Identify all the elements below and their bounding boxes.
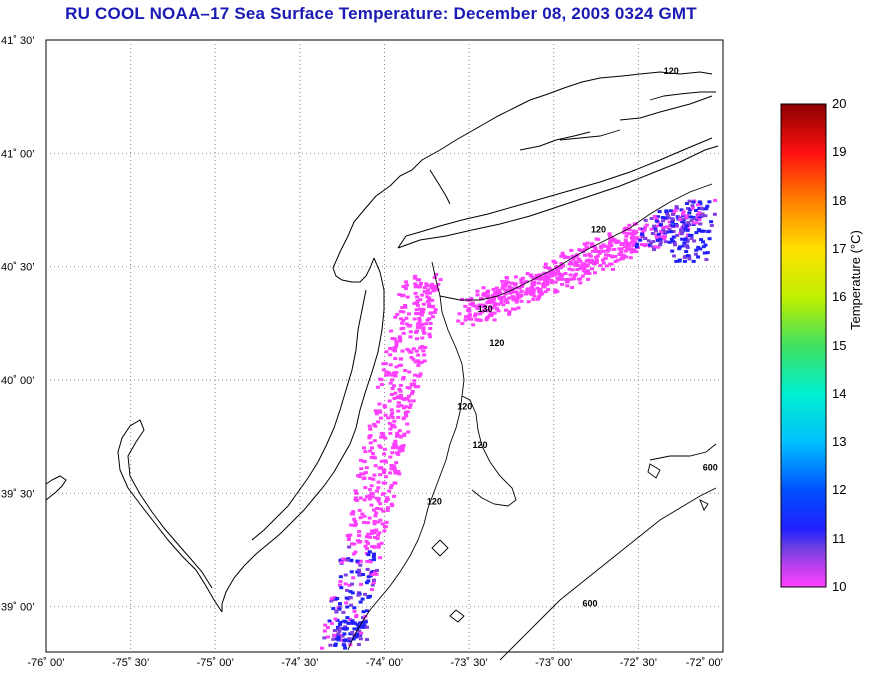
isobaths	[347, 91, 717, 661]
lon-label: -73˚ 00’	[535, 657, 572, 669]
colorbar-tick-label: 13	[832, 434, 847, 450]
lon-label: -73˚ 30’	[450, 657, 487, 669]
sst-pixels	[320, 198, 718, 650]
lat-label: 40˚ 30’	[1, 262, 35, 274]
plot-frame	[45, 39, 724, 653]
map-title: RU COOL NOAA–17 Sea Surface Temperature:…	[65, 4, 697, 23]
colorbar-title: Temperature (°C)	[848, 230, 863, 330]
lon-label: -72˚ 30’	[620, 657, 657, 669]
isobath-label: 120	[457, 401, 472, 411]
colorbar-tick-label: 19	[832, 144, 847, 160]
isobath-label: 120	[591, 225, 606, 235]
lon-labels: -76˚ 00’ -75˚ 30’ -75˚ 00’ -74˚ 30’ -74˚ 00’…	[27, 657, 723, 669]
lat-label: 40˚ 00’	[1, 375, 35, 387]
isobath-label: 600	[703, 463, 718, 473]
coastline	[45, 71, 719, 613]
colorbar-tick-label: 16	[832, 289, 847, 305]
lon-label: -72˚ 00’	[686, 657, 723, 669]
colorbar-tick-label: 15	[832, 337, 847, 353]
lat-label: 39˚ 30’	[1, 488, 35, 500]
colorbar-tick-label: 17	[832, 240, 847, 256]
lon-label: -76˚ 00’	[27, 657, 64, 669]
colorbar-tick-label: 14	[832, 385, 847, 401]
lat-labels: 41˚ 30’ 41˚ 00’ 40˚ 30’ 40˚ 00’ 39˚ 30’ 39˚ 0…	[1, 35, 35, 614]
colorbar-tick-label: 20	[832, 96, 847, 111]
lon-label: -74˚ 30’	[281, 657, 318, 669]
isobath-label: 120	[664, 66, 679, 76]
lon-label: -75˚ 30’	[112, 657, 149, 669]
lon-label: -75˚ 00’	[197, 657, 234, 669]
isobath-labels: 120 120 130 120 120 120 120 600 600	[427, 66, 718, 609]
lon-label: -74˚ 00’	[366, 657, 403, 669]
lat-label: 41˚ 00’	[1, 148, 35, 160]
colorbar-tick-label: 12	[832, 482, 847, 498]
colorbar	[780, 103, 827, 588]
lat-label: 41˚ 30’	[1, 35, 35, 47]
isobath-label: 120	[489, 338, 504, 348]
colorbar-tick-label: 11	[832, 530, 846, 546]
graticule	[46, 40, 723, 652]
isobath-label: 120	[427, 497, 442, 507]
isobath-label: 120	[473, 440, 488, 450]
isobath-label: 600	[583, 599, 598, 609]
isobath-label: 130	[478, 304, 493, 314]
colorbar-tick-label: 10	[832, 579, 847, 594]
lat-label: 39˚ 00’	[1, 602, 35, 614]
colorbar-tick-label: 18	[832, 192, 847, 208]
